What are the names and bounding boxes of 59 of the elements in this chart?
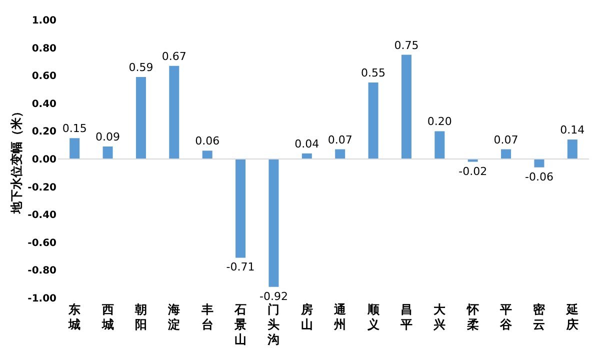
x-tick-label: 密云: [533, 302, 546, 332]
y-tick-label: 0.20: [32, 126, 57, 138]
x-tick-label: 顺义: [366, 302, 380, 332]
y-tick-label: 0.60: [32, 71, 57, 82]
x-tick-label: 大兴: [432, 302, 447, 332]
y-tick-label: 1.00: [32, 16, 57, 26]
bar: [136, 76, 146, 159]
bar: [434, 131, 445, 159]
data-label: 0.07: [494, 133, 518, 146]
data-label: 0.14: [560, 124, 585, 137]
x-tick-label: 石景山: [234, 302, 247, 346]
data-label: 0.20: [427, 115, 452, 128]
data-label: 0.55: [361, 66, 386, 80]
x-tick-label: 朝阳: [134, 302, 147, 332]
x-tick-label: 通州: [333, 302, 348, 332]
x-tick-label: 延庆: [565, 302, 578, 332]
x-tick-label: 怀柔: [466, 302, 480, 332]
x-tick-label: 房山: [300, 302, 313, 332]
y-tick-label: -0.40: [28, 210, 57, 222]
data-label: 0.75: [394, 38, 419, 52]
bar: [169, 66, 180, 159]
y-tick-label: 0.00: [32, 154, 57, 166]
y-tick-label: 0.40: [32, 98, 57, 110]
data-label: 0.06: [195, 134, 220, 148]
bar: [335, 149, 346, 159]
bar: [368, 82, 378, 159]
data-label: 0.59: [128, 60, 154, 74]
bar: [534, 159, 544, 168]
y-tick-label: -1.00: [28, 294, 57, 304]
data-label: 0.67: [162, 50, 186, 63]
data-label: -0.92: [259, 290, 288, 303]
data-label: -0.02: [458, 164, 488, 178]
x-tick-label: 丰台: [200, 302, 214, 332]
data-label: 0.04: [294, 137, 320, 150]
bar: [567, 140, 578, 159]
x-tick-label: 门头沟: [266, 302, 280, 346]
data-label: 0.15: [62, 122, 87, 136]
y-tick-label: -0.60: [28, 238, 57, 249]
x-tick-label: 平谷: [499, 302, 514, 332]
y-tick-label: -0.80: [28, 266, 57, 277]
data-label: -0.06: [524, 170, 554, 184]
bar: [102, 146, 113, 159]
data-label: -0.71: [226, 260, 255, 274]
bar: [202, 150, 212, 159]
bar: [302, 153, 312, 159]
bar: [268, 159, 279, 287]
bar: [401, 54, 412, 159]
bar: [236, 159, 246, 258]
y-axis-title: 地下水位变幅（米）: [10, 106, 24, 214]
x-tick-label: 昌平: [399, 302, 412, 332]
data-label: 0.09: [96, 130, 120, 144]
x-tick-label: 西城: [100, 302, 114, 332]
bar: [501, 149, 512, 159]
x-tick-label: 东城: [68, 302, 81, 332]
y-tick-label: -0.20: [28, 182, 57, 194]
y-tick-label: 0.80: [32, 43, 57, 54]
x-tick-label: 海淀: [167, 302, 180, 332]
bar: [70, 138, 80, 159]
data-label: 0.07: [328, 133, 352, 146]
